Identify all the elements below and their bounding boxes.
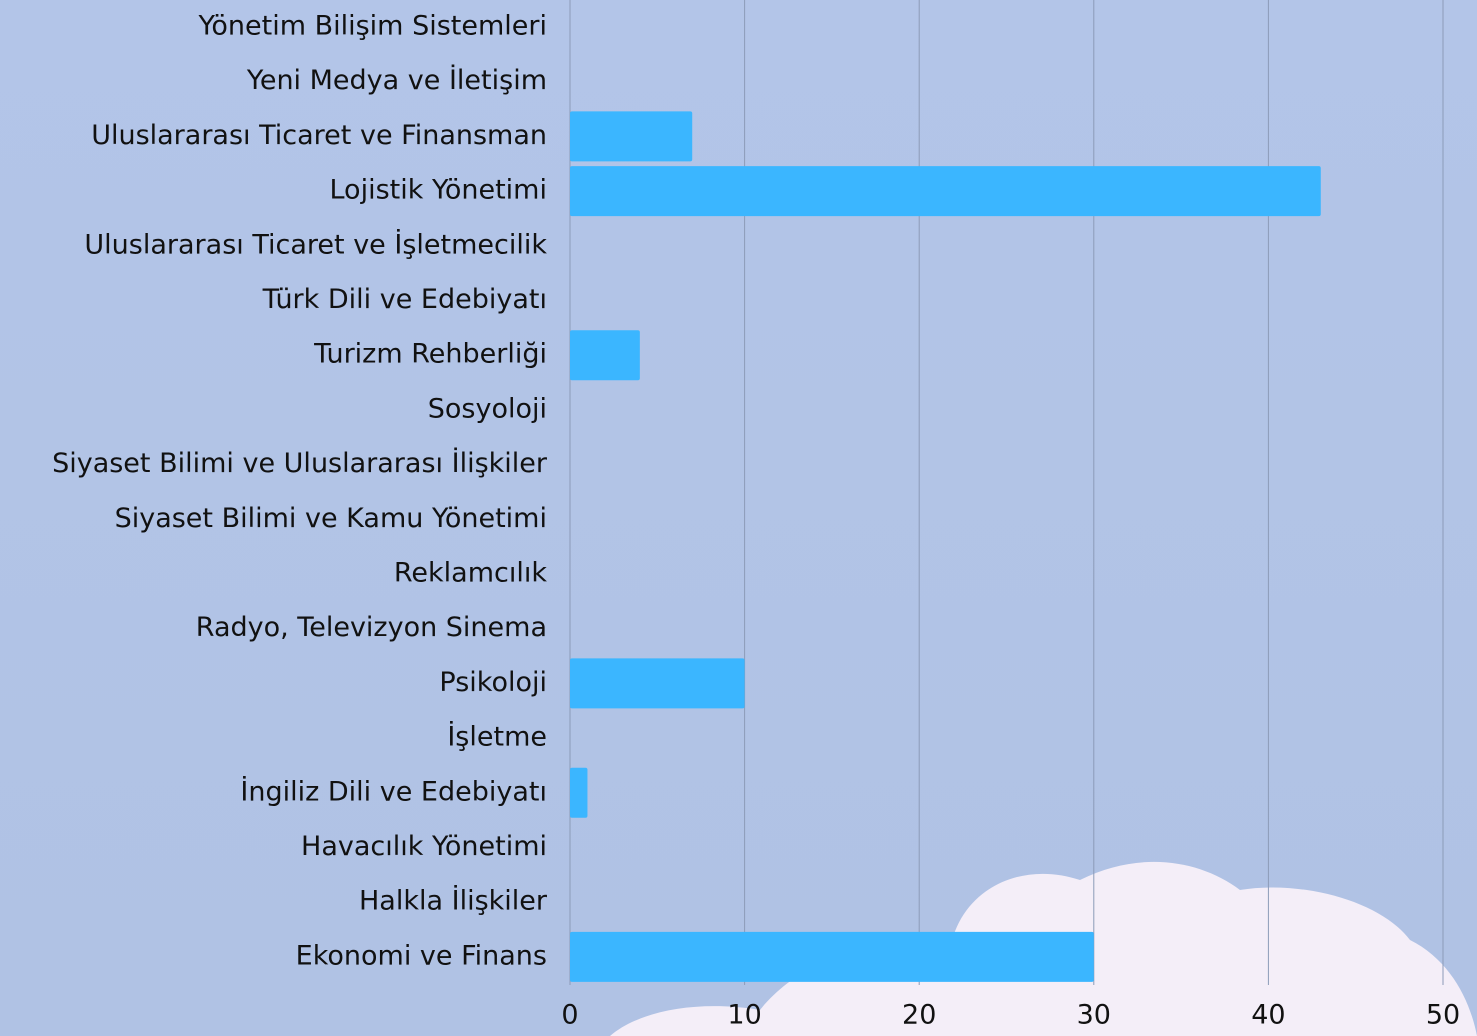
y-tick-label: Radyo, Televizyon Sinema: [196, 612, 547, 643]
x-tick-label: 0: [561, 1000, 578, 1031]
y-tick-label: Siyaset Bilimi ve Uluslararası İlişkiler: [52, 447, 548, 479]
y-tick-label: Psikoloji: [439, 667, 547, 698]
y-tick-label: İngiliz Dili ve Edebiyatı: [240, 775, 547, 807]
y-tick-label: Lojistik Yönetimi: [329, 175, 547, 206]
y-tick-label: Yeni Medya ve İletişim: [246, 64, 547, 96]
y-tick-label: Ekonomi ve Finans: [296, 940, 547, 971]
x-tick-label: 30: [1077, 1000, 1111, 1031]
y-tick-label: Havacılık Yönetimi: [301, 831, 547, 862]
bar: [570, 931, 1094, 982]
bar: [570, 166, 1321, 217]
y-tick-label: Sosyoloji: [428, 393, 547, 424]
y-tick-label: İşletme: [447, 721, 547, 753]
y-tick-label: Siyaset Bilimi ve Kamu Yönetimi: [115, 503, 547, 534]
y-tick-label: Uluslararası Ticaret ve Finansman: [91, 120, 547, 151]
y-tick-label: Turizm Rehberliği: [313, 339, 547, 370]
x-tick-label: 40: [1251, 1000, 1285, 1031]
x-tick-label: 10: [727, 1000, 761, 1031]
y-tick-label: Reklamcılık: [394, 558, 547, 589]
x-tick-label: 20: [902, 1000, 936, 1031]
y-tick-label: Halkla İlişkiler: [359, 885, 548, 917]
bar: [570, 111, 693, 162]
y-tick-label: Türk Dili ve Edebiyatı: [262, 284, 547, 315]
y-tick-label: Yönetim Bilişim Sistemleri: [197, 11, 547, 42]
bar: [570, 767, 588, 818]
bar: [570, 330, 640, 381]
x-tick-label: 50: [1426, 1000, 1460, 1031]
y-tick-label: Uluslararası Ticaret ve İşletmecilik: [84, 228, 547, 260]
bar: [570, 658, 745, 709]
